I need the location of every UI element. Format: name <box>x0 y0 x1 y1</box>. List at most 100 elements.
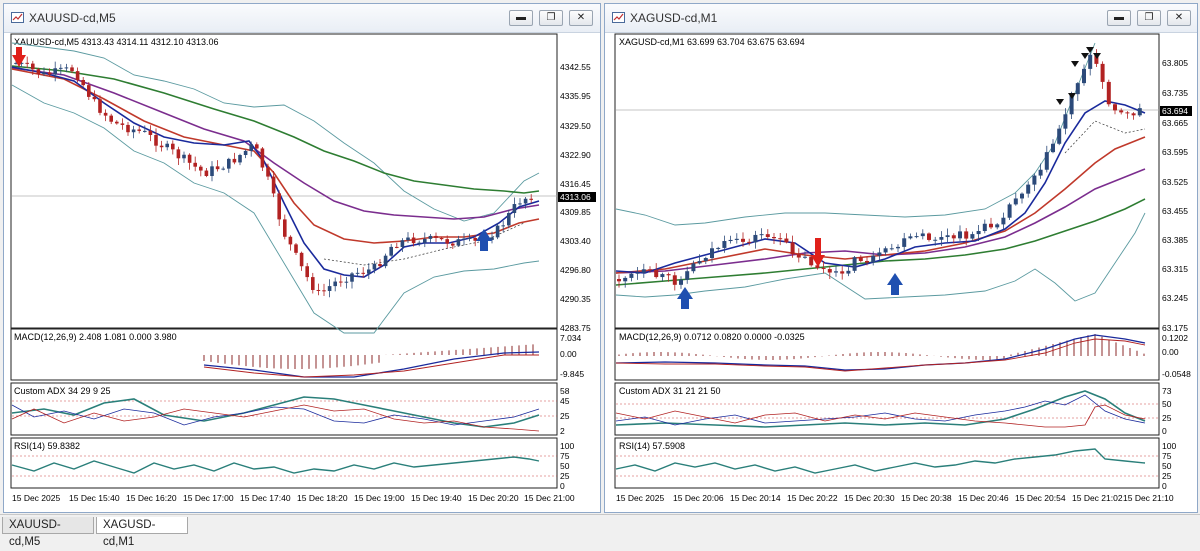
candle-body <box>741 238 745 242</box>
candle-body <box>271 176 276 194</box>
candle-body <box>703 258 708 262</box>
close-button[interactable]: ✕ <box>569 10 593 26</box>
candle-body <box>679 279 683 285</box>
candle-body <box>883 248 888 253</box>
tab-xagusd[interactable]: XAGUSD-cd,M1 <box>96 517 188 548</box>
sell-arrow-icon <box>1056 47 1101 105</box>
candle-body <box>617 279 621 282</box>
current-price-tag <box>1160 106 1192 116</box>
adx-scale-label: 73 <box>1162 386 1172 396</box>
candle-body <box>92 96 97 100</box>
adx-label: Custom ADX 34 29 9 25 <box>14 386 111 396</box>
ma-red <box>11 68 540 244</box>
restore-icon: ❐ <box>546 12 556 23</box>
macd-label: MACD(12,26,9) 2.408 1.081 0.000 3.980 <box>14 332 177 342</box>
candle-body <box>846 270 851 274</box>
candle-body <box>42 72 46 75</box>
price-label: 4303.40 <box>560 236 591 246</box>
candle-body <box>1007 204 1012 218</box>
minimize-button[interactable]: ▬ <box>509 10 533 26</box>
candle-body <box>462 238 466 240</box>
candle-body <box>215 166 220 170</box>
candle-body <box>784 238 789 243</box>
time-label: 15 Dec 21:10 <box>1123 493 1174 503</box>
time-label: 15 Dec 2025 <box>12 493 60 503</box>
restore-button[interactable]: ❐ <box>1137 10 1161 26</box>
candle-body <box>243 150 248 156</box>
main-chart-pane[interactable] <box>10 33 558 329</box>
candle-body <box>25 62 29 64</box>
candle-body <box>877 252 882 256</box>
candle-body <box>759 234 764 236</box>
candle-body <box>344 281 349 283</box>
rsi-pane[interactable] <box>10 437 558 489</box>
candle-body <box>64 67 69 69</box>
candle-body <box>772 236 776 239</box>
candle-body <box>995 224 1000 228</box>
candle-body <box>970 234 975 239</box>
candle-body <box>406 237 410 241</box>
price-label: 63.175 <box>1162 323 1188 333</box>
candle-body <box>333 281 337 287</box>
candle-body <box>165 143 169 148</box>
price-chart[interactable]: XAGUSD-cd,M1 63.699 63.704 63.675 63.694… <box>605 33 1197 512</box>
time-label: 15 Dec 20:54 <box>1015 493 1066 503</box>
chart-window-xauusd[interactable]: XAUUSD-cd,M5 ▬ ❐ ✕ XAUUSD-cd,M5 4313.43 … <box>3 3 601 513</box>
restore-button[interactable]: ❐ <box>539 10 563 26</box>
tab-xauusd[interactable]: XAUUSD-cd,M5 <box>2 517 94 548</box>
candle-body <box>1100 63 1105 82</box>
adx-scale-label: 2 <box>560 426 565 436</box>
ma-purple <box>615 168 1146 274</box>
adx-scale-label: 25 <box>1162 413 1172 423</box>
close-button[interactable]: ✕ <box>1167 10 1191 26</box>
macd-scale-label: 0.1202 <box>1162 333 1188 343</box>
time-label: 15 Dec 16:20 <box>126 493 177 503</box>
chart-window-xagusd[interactable]: XAGUSD-cd,M1 ▬ ❐ ✕ XAGUSD-cd,M1 63.699 6… <box>604 3 1198 513</box>
candle-body <box>512 204 517 214</box>
candle-body <box>654 269 659 278</box>
adx-plus-line <box>11 404 540 426</box>
current-price-tag <box>558 192 596 202</box>
candle-body <box>889 248 894 250</box>
candle-body <box>852 257 857 271</box>
candle-body <box>495 225 500 238</box>
candle-body <box>722 241 727 248</box>
candle-body <box>434 235 438 238</box>
candle-body <box>1057 128 1062 144</box>
main-chart-pane[interactable] <box>614 33 1160 329</box>
candle-body <box>187 154 192 163</box>
time-label: 15 Dec 2025 <box>616 493 664 503</box>
candle-body <box>87 85 91 97</box>
macd-pane[interactable] <box>614 328 1160 381</box>
candle-body <box>716 247 721 249</box>
window-titlebar[interactable]: XAUUSD-cd,M5 ▬ ❐ ✕ <box>4 4 600 33</box>
minimize-icon: ▬ <box>1114 12 1124 23</box>
adx-scale-label: 45 <box>560 396 570 406</box>
candle-body <box>927 233 931 240</box>
price-label: 4342.55 <box>560 62 591 72</box>
candle-body <box>778 238 783 240</box>
candle-body <box>908 236 913 239</box>
close-icon: ✕ <box>576 12 586 23</box>
candle-body <box>834 271 838 273</box>
macd-pane[interactable] <box>10 328 558 381</box>
rsi-pane[interactable] <box>614 437 1160 489</box>
price-chart[interactable]: XAUUSD-cd,M5 4313.43 4314.11 4312.10 431… <box>4 33 600 512</box>
candle-body <box>840 271 845 274</box>
candle-body <box>131 129 136 133</box>
sell-arrow-icon <box>811 238 825 267</box>
minimize-button[interactable]: ▬ <box>1107 10 1131 26</box>
candle-body <box>199 166 203 171</box>
bollinger-upper <box>11 42 540 222</box>
candle-body <box>47 72 52 75</box>
candle-body <box>322 290 326 292</box>
candle-body <box>238 155 242 163</box>
candle-body <box>31 63 35 70</box>
price-label: 4296.80 <box>560 265 591 275</box>
candle-body <box>277 193 281 220</box>
adx-pane[interactable] <box>10 382 558 436</box>
macd-main-line <box>203 354 539 378</box>
window-titlebar[interactable]: XAGUSD-cd,M1 ▬ ❐ ✕ <box>605 4 1197 33</box>
candle-body <box>765 234 770 237</box>
candle-body <box>260 148 265 168</box>
